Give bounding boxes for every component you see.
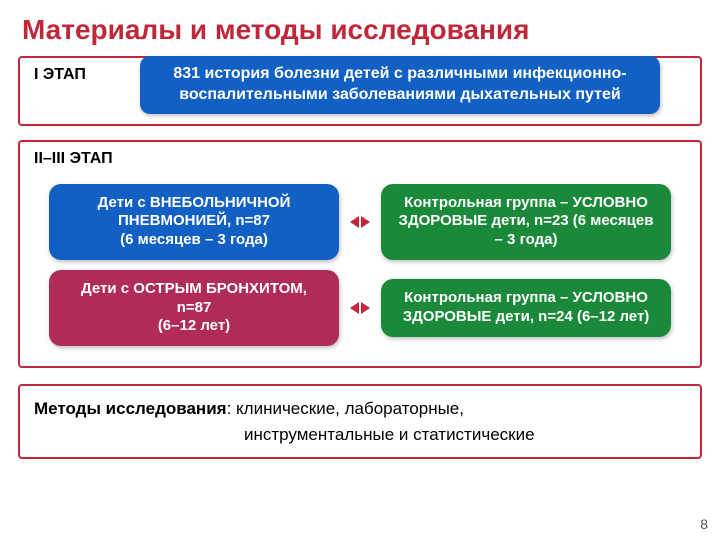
stage-1-banner: 831 история болезни детей с различными и… bbox=[140, 56, 660, 114]
methods-box: Методы исследования: клинические, лабора… bbox=[18, 384, 702, 459]
page-number: 8 bbox=[700, 516, 708, 532]
group-pill-left: Дети с ОСТРЫМ БРОНХИТОМ, n=87(6–12 лет) bbox=[49, 270, 339, 346]
methods-label: Методы исследования bbox=[34, 399, 227, 418]
stage-2-box: II–III ЭТАП Дети с ВНЕБОЛЬНИЧНОЙ ПНЕВМОН… bbox=[18, 140, 702, 369]
methods-line-1: Методы исследования: клинические, лабора… bbox=[34, 396, 686, 422]
group-pill-left: Дети с ВНЕБОЛЬНИЧНОЙ ПНЕВМОНИЕЙ, n=87(6 … bbox=[49, 184, 339, 260]
group-row: Дети с ВНЕБОЛЬНИЧНОЙ ПНЕВМОНИЕЙ, n=87(6 … bbox=[30, 184, 690, 260]
comparison-marker-icon bbox=[347, 209, 373, 235]
stage-2-label: II–III ЭТАП bbox=[30, 148, 690, 174]
group-pill-right: Контрольная группа – УСЛОВНО ЗДОРОВЫЕ де… bbox=[381, 184, 671, 260]
group-row: Дети с ОСТРЫМ БРОНХИТОМ, n=87(6–12 лет) … bbox=[30, 270, 690, 346]
stage-1-box: I ЭТАП 831 история болезни детей с разли… bbox=[18, 56, 702, 126]
slide-title: Материалы и методы исследования bbox=[0, 0, 720, 56]
methods-text-1: : клинические, лабораторные, bbox=[227, 399, 464, 418]
comparison-marker-icon bbox=[347, 295, 373, 321]
group-pill-right: Контрольная группа – УСЛОВНО ЗДОРОВЫЕ де… bbox=[381, 279, 671, 337]
methods-text-2: инструментальные и статистические bbox=[34, 422, 686, 448]
